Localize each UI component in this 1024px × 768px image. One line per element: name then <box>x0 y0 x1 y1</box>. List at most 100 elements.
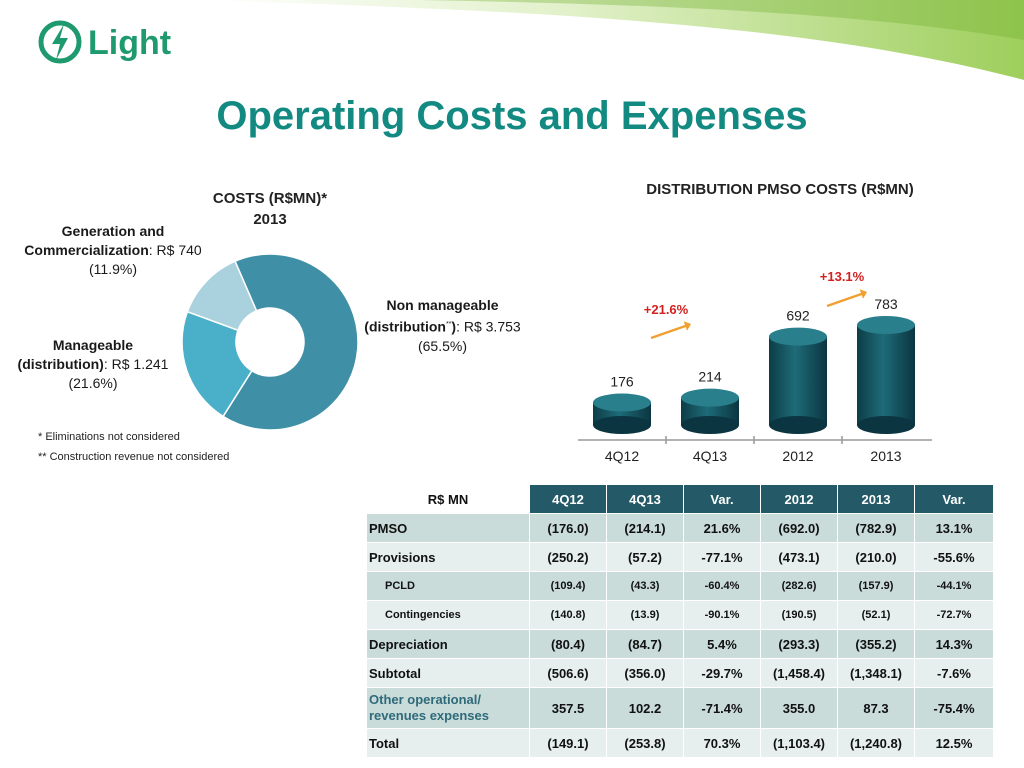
category-label: 4Q12 <box>605 448 639 464</box>
bar-value-label: 214 <box>698 369 722 385</box>
bar <box>593 393 651 434</box>
table-cell: 355.0 <box>760 687 838 729</box>
table-cell: 12.5% <box>914 728 994 758</box>
table-cell: (190.5) <box>760 600 838 630</box>
table-cell: (214.1) <box>606 513 684 543</box>
table-cell: (692.0) <box>760 513 838 543</box>
table-cell: (1,103.4) <box>760 728 838 758</box>
table-cell: -29.7% <box>683 658 761 688</box>
table-cell: (293.3) <box>760 629 838 659</box>
footnote-eliminations: * Eliminations not considered <box>38 431 180 443</box>
table-cell: (149.1) <box>529 728 607 758</box>
table-row: Other operational/ revenues expenses 357.… <box>366 687 994 729</box>
pie-title-line2: 2013 <box>253 211 287 228</box>
growth-arrowhead <box>859 289 868 299</box>
pie-chart <box>181 253 359 431</box>
table-header-cell: R$ MN <box>366 484 530 514</box>
table-cell: (356.0) <box>606 658 684 688</box>
table-cell: (1,348.1) <box>837 658 915 688</box>
table-header-cell: Var. <box>683 484 761 514</box>
table-cell: (109.4) <box>529 571 607 601</box>
table-cell: 102.2 <box>606 687 684 729</box>
table-cell: -60.4% <box>683 571 761 601</box>
table-row: Depreciation (80.4) (84.7) 5.4% (293.3) (355.… <box>366 629 994 659</box>
bar <box>681 388 739 434</box>
table-cell: (282.6) <box>760 571 838 601</box>
table-header-cell: Var. <box>914 484 994 514</box>
man-line2-bold: (distribution) <box>17 356 104 372</box>
non-line1: Non manageable <box>386 297 499 313</box>
table-row: Total (149.1) (253.8) 70.3% (1,103.4) (1,240.… <box>366 728 994 758</box>
table-cell: (1,240.8) <box>837 728 915 758</box>
growth-annotation: +13.1% <box>820 269 865 284</box>
table-row: Provisions (250.2) (57.2) -77.1% (473.1) (210… <box>366 542 994 572</box>
page-title: Operating Costs and Expenses <box>216 94 808 138</box>
table-cell: (157.9) <box>837 571 915 601</box>
bar-value-label: 692 <box>786 308 810 324</box>
pie-label-generation: Generation and Commercialization: R$ 740… <box>8 222 218 279</box>
table-row-label: PMSO <box>366 513 530 543</box>
table-header-cell: 4Q12 <box>529 484 607 514</box>
bar <box>857 316 915 434</box>
pie-slice-non-manageable <box>222 253 359 431</box>
table-row-label: PCLD <box>366 571 530 601</box>
gen-line2-bold: Commercialization <box>24 242 149 258</box>
table-cell: (1,458.4) <box>760 658 838 688</box>
table-row-label: Contingencies <box>366 600 530 630</box>
gen-line2-rest: : R$ 740 <box>148 242 202 258</box>
table-header-cell: 2013 <box>837 484 915 514</box>
growth-arrow <box>826 292 862 308</box>
gen-line1: Generation and <box>61 223 165 239</box>
table-cell: -71.4% <box>683 687 761 729</box>
table-row: Subtotal (506.6) (356.0) -29.7% (1,458.4) (1,… <box>366 658 994 688</box>
bar-value-label: 783 <box>874 296 898 312</box>
table-cell: 14.3% <box>914 629 994 659</box>
non-line2-sup: ** <box>445 321 452 328</box>
man-line2-rest: : R$ 1.241 <box>103 356 169 372</box>
costs-table: R$ MN 4Q12 4Q13 Var. 2012 2013 Var. PMSO… <box>366 484 994 758</box>
table-cell: -7.6% <box>914 658 994 688</box>
table-cell: (140.8) <box>529 600 607 630</box>
table-cell: -72.7% <box>914 600 994 630</box>
table-cell: (52.1) <box>837 600 915 630</box>
table-row-label: Other operational/ revenues expenses <box>366 687 530 729</box>
table-cell: 70.3% <box>683 728 761 758</box>
table-row: PMSO (176.0) (214.1) 21.6% (692.0) (782.9) 13.… <box>366 513 994 543</box>
table-cell: (210.0) <box>837 542 915 572</box>
table-header-cell: 4Q13 <box>606 484 684 514</box>
table-cell: (43.3) <box>606 571 684 601</box>
table-cell: (506.6) <box>529 658 607 688</box>
non-line2-bold: (distribution <box>364 318 446 335</box>
table-cell: -55.6% <box>914 542 994 572</box>
pie-slice-generation <box>186 260 258 332</box>
table-row-label: Provisions <box>366 542 530 572</box>
table-cell: 13.1% <box>914 513 994 543</box>
table-cell: 357.5 <box>529 687 607 729</box>
table-cell: (80.4) <box>529 629 607 659</box>
table-cell: (782.9) <box>837 513 915 543</box>
table-cell: (473.1) <box>760 542 838 572</box>
pie-label-manageable: Manageable (distribution): R$ 1.241 (21.… <box>8 336 178 393</box>
gen-line3: (11.9%) <box>89 261 137 277</box>
table-cell: (57.2) <box>606 542 684 572</box>
category-label: 2013 <box>870 448 901 464</box>
table-row-label: Total <box>366 728 530 758</box>
logo-text: Light <box>88 24 171 62</box>
table-cell: (253.8) <box>606 728 684 758</box>
table-cell: -44.1% <box>914 571 994 601</box>
bar-chart: 176 4Q12 214 4Q13 692 2012 783 2013 +21.6% +13.1% <box>578 269 932 464</box>
table-cell: 21.6% <box>683 513 761 543</box>
growth-arrowhead <box>683 321 692 331</box>
table-row-label: Depreciation <box>366 629 530 659</box>
pie-title-line1: COSTS (R$MN)* <box>212 190 328 207</box>
table-cell: 87.3 <box>837 687 915 729</box>
table-cell: 5.4% <box>683 629 761 659</box>
lightning-bolt-icon: Light <box>38 20 171 64</box>
table-cell: (13.9) <box>606 600 684 630</box>
category-label: 2012 <box>782 448 813 464</box>
pie-slice-manageable <box>181 310 253 418</box>
table-cell: -77.1% <box>683 542 761 572</box>
light-logo: Light <box>36 14 186 70</box>
bar-value-label: 176 <box>610 374 634 390</box>
table-cell: (250.2) <box>529 542 607 572</box>
